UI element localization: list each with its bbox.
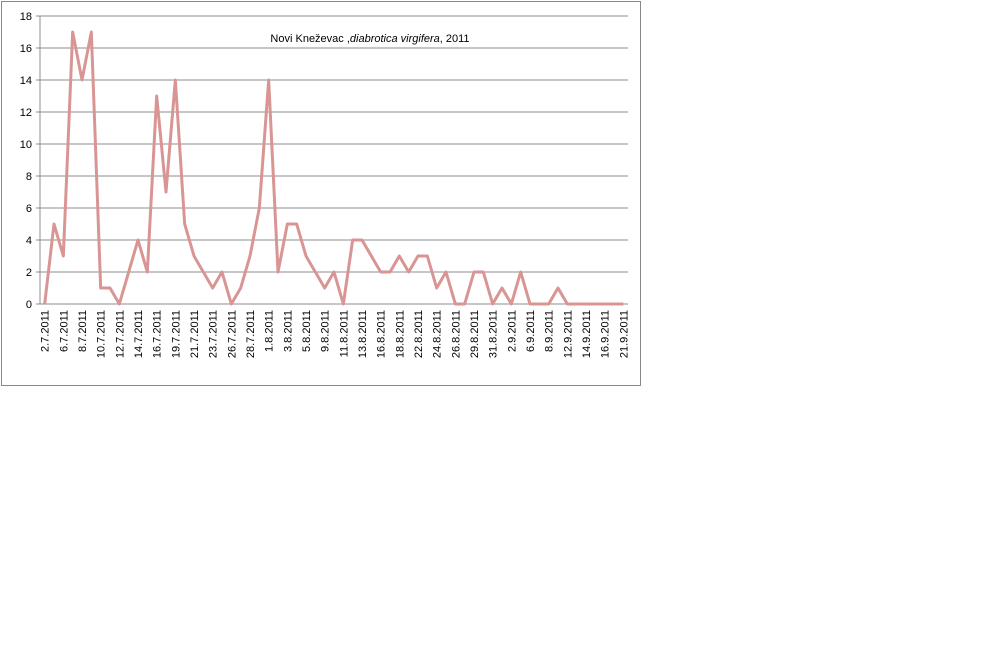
y-tick-label: 8 <box>26 171 32 183</box>
x-tick-label: 14.7.2011 <box>133 310 145 358</box>
x-tick-label: 26.7.2011 <box>226 310 238 358</box>
y-tick-label: 14 <box>20 75 32 87</box>
x-tick-label: 3.8.2011 <box>282 310 294 352</box>
y-tick-label: 4 <box>26 235 32 247</box>
x-tick-label: 11.8.2011 <box>338 310 350 357</box>
x-tick-label: 9.8.2011 <box>320 310 332 352</box>
title-part: , 2011 <box>440 33 470 45</box>
x-tick-label: 12.7.2011 <box>114 310 126 358</box>
x-tick-label: 21.9.2011 <box>618 310 630 358</box>
x-tick-label: 6.7.2011 <box>58 310 70 352</box>
x-tick-label: 13.8.2011 <box>357 310 369 358</box>
x-tick-label: 16.8.2011 <box>376 310 388 358</box>
data-line <box>43 30 624 306</box>
x-tick-label: 1.8.2011 <box>264 310 276 352</box>
y-tick-label: 12 <box>20 107 32 119</box>
title-part: diabrotica virgifera <box>350 33 440 45</box>
y-tick-label: 0 <box>26 299 32 311</box>
x-tick-label: 12.9.2011 <box>562 310 574 358</box>
x-tick-label: 19.7.2011 <box>170 310 182 358</box>
x-tick-label: 26.8.2011 <box>450 310 462 358</box>
x-tick-label: 16.7.2011 <box>152 310 164 358</box>
x-tick-label: 10.7.2011 <box>96 310 108 358</box>
x-tick-label: 8.7.2011 <box>77 310 89 352</box>
chart-frame <box>1 1 641 386</box>
x-tick-label: 31.8.2011 <box>488 310 500 358</box>
x-tick-label: 5.8.2011 <box>301 310 313 352</box>
y-tick-label: 18 <box>20 11 32 23</box>
x-tick-label: 6.9.2011 <box>525 310 537 352</box>
x-tick-label: 22.8.2011 <box>413 310 425 358</box>
x-tick-label: 2.7.2011 <box>40 310 52 352</box>
x-tick-label: 24.8.2011 <box>432 310 444 358</box>
x-tick-label: 18.8.2011 <box>394 310 406 358</box>
y-tick-label: 10 <box>20 139 32 151</box>
x-tick-label: 28.7.2011 <box>245 310 257 358</box>
x-tick-label: 14.9.2011 <box>581 310 593 358</box>
y-tick-label: 6 <box>26 203 32 215</box>
chart-title: Novi Kneževac ,diabrotica virgifera, 201… <box>270 33 469 45</box>
x-tick-label: 2.9.2011 <box>506 310 518 352</box>
y-tick-label: 16 <box>20 43 32 55</box>
title-part: Novi Kneževac , <box>270 33 349 45</box>
y-tick-label: 2 <box>26 267 32 279</box>
x-tick-label: 8.9.2011 <box>544 310 556 352</box>
x-tick-label: 29.8.2011 <box>469 310 481 358</box>
x-tick-label: 23.7.2011 <box>208 310 220 358</box>
x-tick-label: 16.9.2011 <box>600 310 612 358</box>
x-tick-label: 21.7.2011 <box>189 310 201 358</box>
